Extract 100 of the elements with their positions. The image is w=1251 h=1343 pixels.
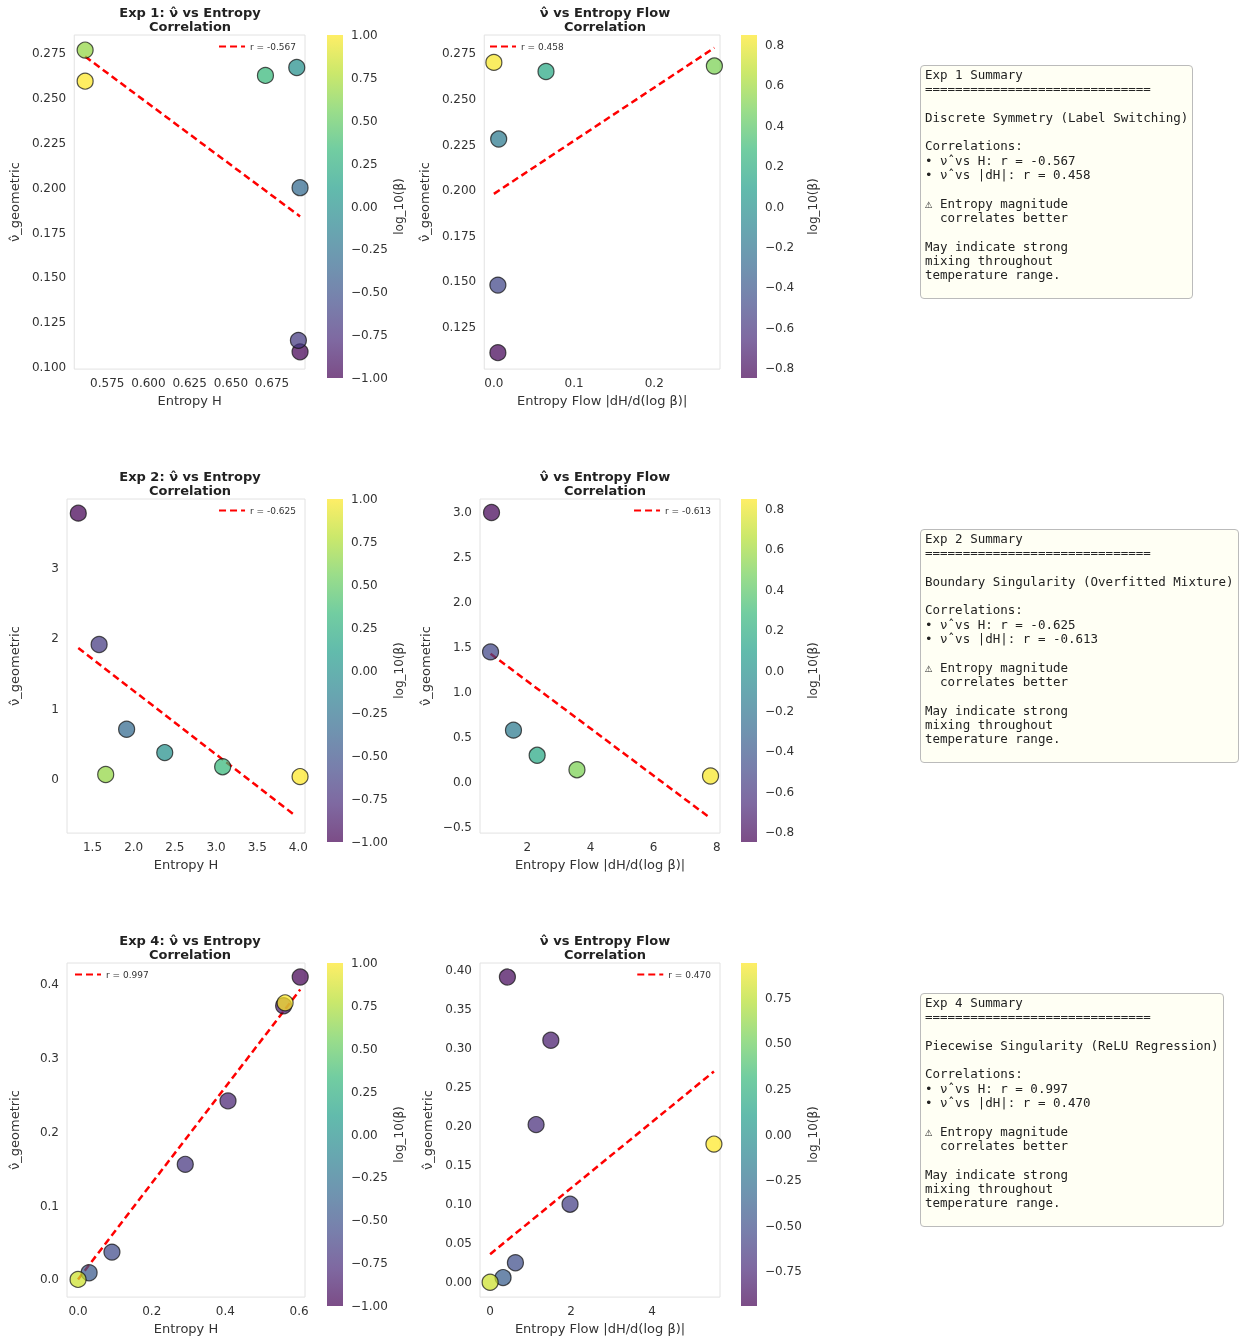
color-bar-label: 0.00 xyxy=(765,1127,792,1142)
chart-title: ν̂ vs Entropy Flow Correlation xyxy=(539,468,671,498)
x-tick-label: 0.675 xyxy=(254,376,290,391)
color-bar-label: 0.0 xyxy=(765,199,785,214)
color-bar-label: −1.00 xyxy=(351,371,388,385)
color-bar-label: 0.75 xyxy=(765,990,792,1005)
text: ============================== xyxy=(925,545,1152,561)
y-tick-label: 0.0 xyxy=(39,1272,59,1287)
color-bar-label: 0.8 xyxy=(765,38,785,53)
color-bar-label: 0.25 xyxy=(765,1081,792,1096)
x-tick-label: 0.600 xyxy=(131,376,166,391)
x-tick-label: 0.2 xyxy=(644,376,664,391)
y-tick-label: 0.2 xyxy=(39,1124,59,1139)
color-bar-label: 0.6 xyxy=(765,542,785,557)
y-tick-label: 0.250 xyxy=(31,90,67,105)
color-bar-label: 0.25 xyxy=(351,620,378,635)
y-tick-label: 1.5 xyxy=(452,640,472,655)
text: Piecewise Singularity (ReLU Regression) xyxy=(925,1037,1219,1054)
y-tick-label: 0.200 xyxy=(441,183,477,198)
y-tick-label: 0.40 xyxy=(445,963,472,978)
color-bar-title: log_10(β) xyxy=(806,1106,820,1163)
x-axis-title: Entropy Flow |dH/d(log β)| xyxy=(514,1321,686,1336)
y-tick-label: 0.05 xyxy=(445,1236,472,1251)
legend-label: r = 0.997 xyxy=(106,969,149,980)
color-bar-label: −0.75 xyxy=(351,1256,388,1271)
color-bar-title: log_10(β) xyxy=(392,642,406,699)
x-tick-label: 4 xyxy=(648,1304,656,1319)
y-tick-label: 0 xyxy=(51,772,59,787)
color-bar-label: 0.2 xyxy=(765,623,785,638)
y-tick-label: 0.125 xyxy=(31,315,67,330)
color-bar-label: −0.2 xyxy=(765,239,795,254)
x-axis-title: Entropy Flow |dH/d(log β)| xyxy=(514,857,686,872)
legend-label: r = -0.613 xyxy=(665,505,712,516)
color-bar-label: 0.2 xyxy=(765,159,785,174)
color-bar-label: 0.00 xyxy=(351,663,378,678)
color-bar-label: −0.25 xyxy=(765,1173,802,1188)
y-tick-label: 0.100 xyxy=(31,360,67,375)
x-axis-title: Entropy H xyxy=(157,393,222,408)
color-bar-label: −0.50 xyxy=(351,1213,388,1228)
x-tick-label: 1.5 xyxy=(82,840,103,855)
y-tick-label: 0.250 xyxy=(441,91,477,106)
legend-label: r = 0.470 xyxy=(668,969,712,980)
y-tick-label: 0.1 xyxy=(39,1198,59,1213)
color-bar-label: −1.00 xyxy=(351,1299,388,1313)
x-tick-label: 0.4 xyxy=(215,1304,235,1319)
text: ============================== xyxy=(925,81,1152,97)
text: May indicate strong mixing throughout temperature range. xyxy=(925,702,1069,747)
x-tick-label: 0.650 xyxy=(213,376,249,391)
chart-title: ν̂ vs Entropy Flow Correlation xyxy=(539,932,671,962)
x-tick-label: 0.2 xyxy=(142,1304,162,1319)
color-bar-label: 0.50 xyxy=(765,1036,792,1051)
y-tick-label: 0.3 xyxy=(39,1051,59,1066)
y-tick-label: 0.30 xyxy=(445,1041,472,1056)
color-bar-label: −0.4 xyxy=(765,280,795,295)
text: Discrete Symmetry (Label Switching) xyxy=(925,109,1189,126)
y-tick-label: 3 xyxy=(51,560,59,575)
color-bar-label: 1.00 xyxy=(351,956,378,970)
color-bar-label: −0.6 xyxy=(765,320,795,335)
legend-label: r = -0.625 xyxy=(250,505,297,516)
x-axis-title: Entropy Flow |dH/d(log β)| xyxy=(516,393,688,408)
x-tick-label: 2 xyxy=(523,840,532,855)
y-axis-title: ν̂_geometric xyxy=(7,162,22,242)
color-bar-label: −0.50 xyxy=(351,749,388,764)
color-bar-label: 0.00 xyxy=(351,199,378,214)
y-tick-label: 0.175 xyxy=(441,228,477,243)
chart-title: Exp 2: ν̂ vs Entropy Correlation xyxy=(119,468,262,498)
y-tick-label: 0.4 xyxy=(39,977,59,992)
color-bar-label: 0.25 xyxy=(351,156,378,171)
text: Boundary Singularity (Overfitted Mixture) xyxy=(925,573,1234,590)
color-bar-label: −0.50 xyxy=(765,1218,802,1233)
x-tick-label: 0 xyxy=(486,1304,494,1319)
color-bar-label: −0.8 xyxy=(765,360,795,375)
x-axis-title: Entropy H xyxy=(153,1321,219,1336)
text: Correlations: • ν̂ vs H: r = -0.567 • ν̂ vs |dH|: r = 0.458 xyxy=(925,138,1092,183)
color-bar-label: −0.75 xyxy=(351,792,388,807)
color-bar-title: log_10(β) xyxy=(806,178,820,235)
y-tick-label: 0.275 xyxy=(31,45,67,60)
color-bar-label: 0.4 xyxy=(765,118,785,133)
color-bar-label: −0.25 xyxy=(351,706,388,721)
x-tick-label: 0.0 xyxy=(484,376,504,391)
y-axis-title: ν̂_geometric xyxy=(417,162,432,242)
color-bar-label: 0.75 xyxy=(351,534,378,549)
y-tick-label: 1 xyxy=(51,701,59,716)
y-tick-label: 0.225 xyxy=(31,135,67,150)
chart-title: ν̂ vs Entropy Flow Correlation xyxy=(539,4,671,34)
y-tick-label: 0.200 xyxy=(31,180,67,195)
y-tick-label: 0.35 xyxy=(445,1002,472,1017)
x-tick-label: 6 xyxy=(649,840,658,855)
x-tick-label: 2.0 xyxy=(124,840,144,855)
y-tick-label: 0.20 xyxy=(445,1119,472,1134)
y-tick-label: 0.10 xyxy=(445,1197,472,1212)
y-axis-title: ν̂_geometric xyxy=(420,1090,435,1170)
y-tick-label: 0.275 xyxy=(441,46,477,61)
color-bar-label: 0.0 xyxy=(765,663,785,678)
color-bar-title: log_10(β) xyxy=(806,642,820,699)
x-axis-title: Entropy H xyxy=(153,857,219,872)
x-tick-label: 2 xyxy=(567,1304,575,1319)
x-tick-label: 0.625 xyxy=(172,376,207,391)
y-tick-label: 0.125 xyxy=(441,320,477,335)
y-axis-title: ν̂_geometric xyxy=(7,626,22,706)
